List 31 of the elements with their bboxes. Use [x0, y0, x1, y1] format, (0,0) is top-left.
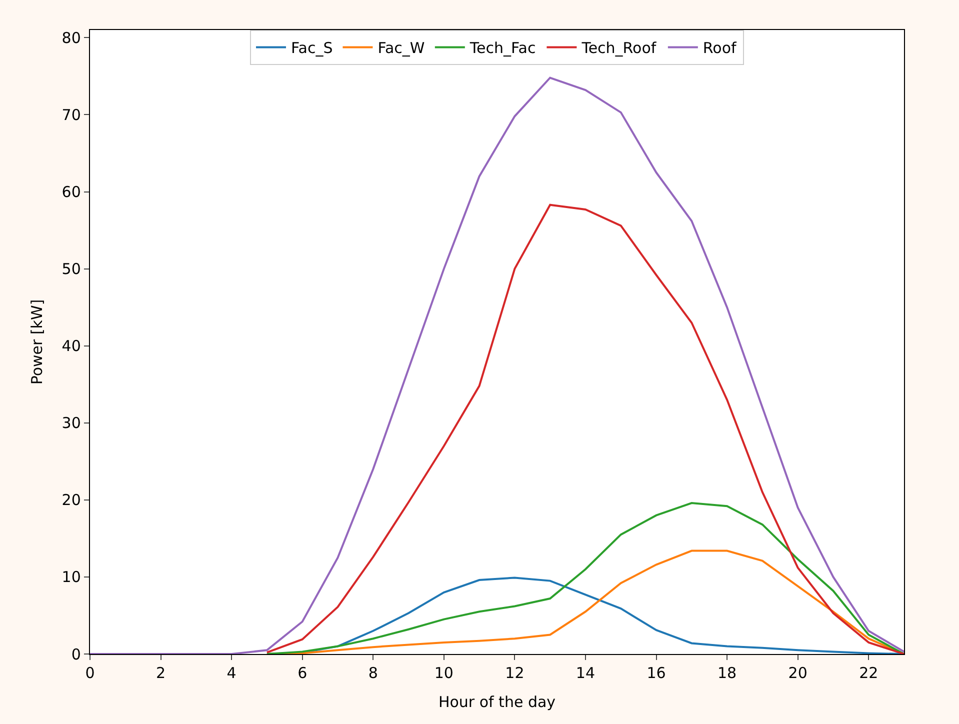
- x-tick-label: 4: [226, 664, 236, 682]
- line-series: [266, 502, 904, 654]
- x-tick-label: 0: [85, 664, 95, 682]
- x-tick-label: 14: [576, 664, 596, 682]
- y-tick-label: 0: [71, 645, 81, 664]
- y-axis-title: Power [kW]: [28, 299, 46, 385]
- legend-label: Tech_Roof: [580, 39, 657, 58]
- y-tick-label: 10: [62, 568, 81, 586]
- x-tick-label: 22: [859, 664, 878, 682]
- y-tick-label: 80: [62, 28, 81, 47]
- x-tick-label: 2: [156, 664, 166, 682]
- y-tick-label: 70: [62, 106, 81, 124]
- y-tick-label: 20: [62, 491, 81, 510]
- x-tick-label: 10: [434, 664, 454, 682]
- x-tick-label: 20: [788, 664, 808, 682]
- x-tick-label: 6: [298, 664, 308, 682]
- line-series: [90, 76, 904, 654]
- legend-label: Fac_W: [378, 39, 425, 58]
- legend-label: Fac_S: [291, 39, 333, 58]
- legend-label: Roof: [702, 39, 738, 58]
- x-tick-label: 12: [505, 664, 524, 682]
- y-tick-label: 50: [62, 260, 81, 278]
- x-tick-label: 16: [646, 664, 666, 682]
- line-series: [266, 204, 904, 654]
- y-tick-label: 30: [62, 414, 81, 432]
- x-tick-label: 18: [717, 664, 737, 682]
- y-tick-label: 60: [62, 183, 81, 202]
- x-axis-title: Hour of the day: [438, 693, 556, 712]
- legend-label: Tech_Fac: [468, 39, 536, 58]
- y-tick-label: 40: [62, 337, 81, 356]
- x-tick-label: 8: [368, 664, 378, 682]
